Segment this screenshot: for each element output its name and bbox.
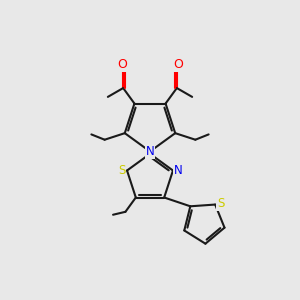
Text: N: N — [146, 145, 154, 158]
Text: O: O — [173, 58, 183, 71]
Text: S: S — [218, 196, 225, 210]
Text: N: N — [174, 164, 183, 177]
Text: S: S — [118, 164, 125, 177]
Text: O: O — [117, 58, 127, 71]
